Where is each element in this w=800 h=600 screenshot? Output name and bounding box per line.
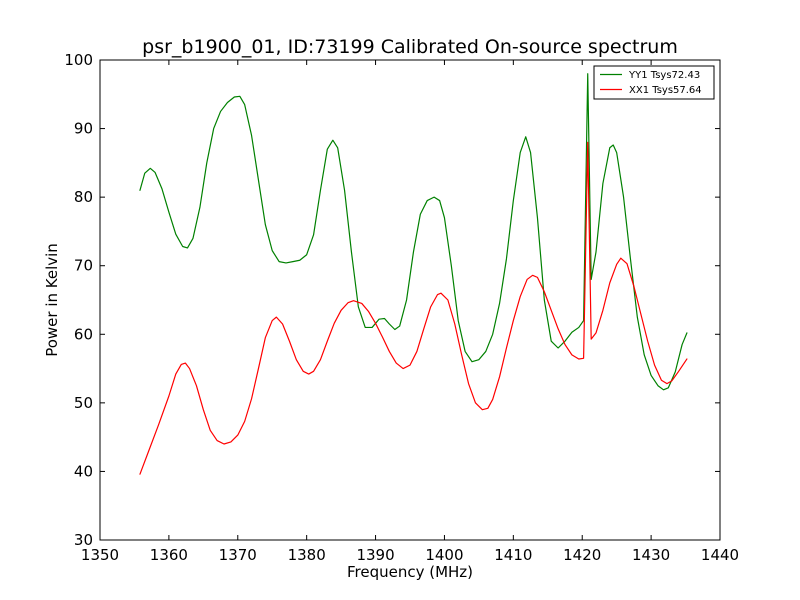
y-tick-label: 50 bbox=[74, 394, 93, 412]
plot-area bbox=[100, 60, 720, 540]
legend-frame bbox=[593, 65, 715, 100]
y-tick-label: 90 bbox=[74, 120, 93, 138]
plot-frame bbox=[99, 59, 721, 541]
x-axis-label: Frequency (MHz) bbox=[347, 563, 473, 581]
x-tick-label: 1380 bbox=[288, 546, 326, 564]
y-tick-label: 80 bbox=[74, 188, 93, 206]
y-tick-label: 100 bbox=[64, 51, 93, 69]
x-tick-label: 1370 bbox=[219, 546, 257, 564]
tick-layer: 1350 1360 1370 1380 1390 1400 1410 1420 1430 1440… bbox=[64, 51, 739, 564]
x-tick-label: 1420 bbox=[563, 546, 601, 564]
y-axis-label: Power in Kelvin bbox=[43, 243, 61, 357]
series-line-xx1 bbox=[139, 141, 688, 475]
x-tick-label: 1430 bbox=[632, 546, 670, 564]
x-tick-label: 1360 bbox=[150, 546, 188, 564]
chart-title: psr_b1900_01, ID:73199 Calibrated On-sou… bbox=[142, 36, 678, 58]
legend-label-xx1: XX1 Tsys57.64 bbox=[629, 85, 702, 96]
x-tick-label: 1400 bbox=[425, 546, 463, 564]
series-line-yy1 bbox=[139, 73, 688, 391]
x-tick-label: 1440 bbox=[701, 546, 739, 564]
y-tick-label: 40 bbox=[74, 462, 93, 480]
series-layer bbox=[139, 73, 688, 475]
legend-label-yy1: YY1 Tsys72.43 bbox=[628, 70, 700, 81]
y-tick-label: 70 bbox=[74, 257, 93, 275]
y-tick-label: 60 bbox=[74, 325, 93, 343]
x-tick-label: 1350 bbox=[81, 546, 119, 564]
x-tick-label: 1410 bbox=[494, 546, 532, 564]
x-tick-label: 1390 bbox=[356, 546, 394, 564]
legend: YY1 Tsys72.43 XX1 Tsys57.64 bbox=[593, 65, 715, 100]
y-tick-label: 30 bbox=[74, 531, 93, 549]
